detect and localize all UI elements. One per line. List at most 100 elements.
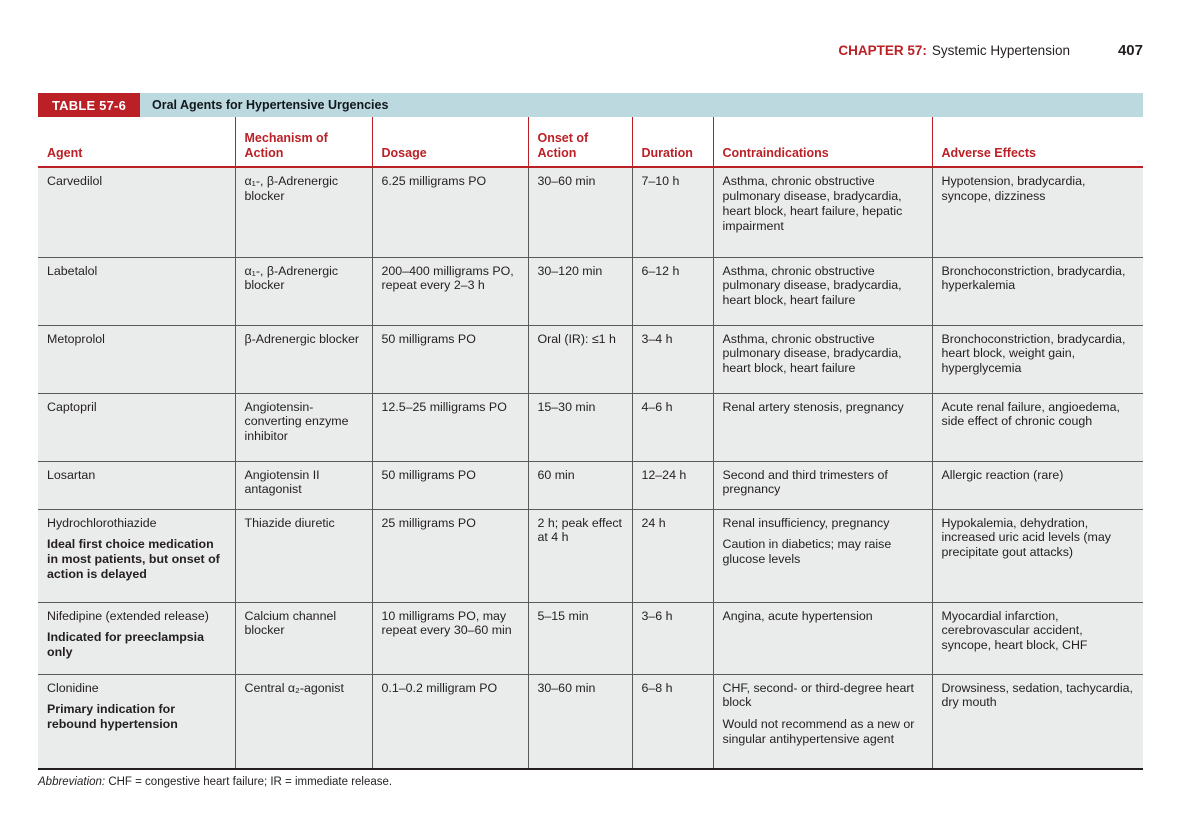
cell-onset: Oral (IR): ≤1 h (527, 324, 632, 393)
cell-adverse-effects: Myocardial infarction, cerebrovascular a… (931, 601, 1143, 674)
table-number-badge: TABLE 57-6 (38, 93, 140, 117)
cell-mechanism: α₁-, β-Adrenergic blocker (234, 167, 372, 257)
agent-name: Metoprolol (47, 331, 105, 346)
duration-text: 6–8 h (641, 680, 673, 695)
table-row: Clonidine Primary indication for rebound … (38, 673, 1143, 770)
column-header-contraindications: Contraindications (712, 117, 932, 168)
column-header-duration: Duration (631, 117, 713, 168)
cell-dosage: 10 milligrams PO, may repeat every 30–60… (371, 601, 528, 674)
adverse-effects-text: Bronchoconstriction, bradycardia, heart … (941, 331, 1126, 376)
adverse-effects-text: Acute renal failure, angioedema, side ef… (941, 399, 1120, 429)
cell-adverse-effects: Acute renal failure, angioedema, side ef… (931, 392, 1143, 461)
cell-contraindications: Second and third trimesters of pregnancy (712, 460, 932, 509)
mechanism-text: Thiazide diuretic (244, 515, 335, 530)
cell-contraindications: Angina, acute hypertension (712, 601, 932, 674)
dosage-text: 50 milligrams PO (381, 467, 476, 482)
contraindication-text: Asthma, chronic obstructive pulmonary di… (722, 331, 902, 376)
adverse-effects-text: Allergic reaction (rare) (941, 467, 1064, 482)
duration-text: 3–4 h (641, 331, 673, 346)
agent-name: Clonidine (47, 680, 99, 695)
cell-duration: 7–10 h (631, 167, 713, 257)
cell-duration: 3–6 h (631, 601, 713, 674)
cell-dosage: 25 milligrams PO (371, 508, 528, 602)
drug-table: Agent Mechanism of Action Dosage Onset of A… (38, 117, 1143, 770)
cell-adverse-effects: Bronchoconstriction, bradycardia, hyperk… (931, 256, 1143, 325)
cell-agent: Clonidine Primary indication for rebound … (38, 673, 235, 770)
agent-note: Indicated for preeclampsia only (47, 630, 205, 660)
mechanism-text: β-Adrenergic blocker (244, 331, 360, 346)
duration-text: 7–10 h (641, 174, 680, 188)
cell-adverse-effects: Allergic reaction (rare) (931, 460, 1143, 509)
cell-duration: 24 h (631, 508, 713, 602)
cell-onset: 15–30 min (527, 392, 632, 461)
mechanism-text: Angiotensin II antagonist (244, 467, 320, 497)
cell-agent: Carvedilol (38, 167, 235, 257)
cell-adverse-effects: Bronchoconstriction, bradycardia, heart … (931, 324, 1143, 393)
cell-agent: Metoprolol (38, 324, 235, 393)
cell-dosage: 200–400 milligrams PO, repeat every 2–3 … (371, 256, 528, 325)
table-header-row: Agent Mechanism of Action Dosage Onset of A… (38, 117, 1143, 168)
cell-duration: 4–6 h (631, 392, 713, 461)
cell-agent: Labetalol (38, 256, 235, 325)
onset-text: 5–15 min (537, 608, 589, 623)
cell-dosage: 6.25 milligrams PO (371, 167, 528, 257)
dosage-text: 12.5–25 milligrams PO (381, 399, 507, 414)
agent-note: Primary indication for rebound hypertens… (47, 702, 178, 732)
cell-agent: Losartan (38, 460, 235, 509)
agent-name: Labetalol (47, 263, 98, 278)
cell-contraindications: Asthma, chronic obstructive pulmonary di… (712, 167, 932, 257)
table-row: Nifedipine (extended release) Indicated f… (38, 601, 1143, 674)
duration-text: 6–12 h (641, 263, 680, 278)
cell-mechanism: α₁-, β-Adrenergic blocker (234, 256, 372, 325)
cell-adverse-effects: Hypokalemia, dehydration, increased uric… (931, 508, 1143, 602)
chapter-title: Systemic Hypertension (931, 43, 1070, 58)
cell-contraindications: Asthma, chronic obstructive pulmonary di… (712, 324, 932, 393)
table-row: Losartan Angiotensin II antagonist 50 mill… (38, 460, 1143, 509)
table-title-bar: TABLE 57-6 Oral Agents for Hypertensive … (38, 93, 1143, 117)
cell-onset: 2 h; peak effect at 4 h (527, 508, 632, 602)
cell-dosage: 50 milligrams PO (371, 460, 528, 509)
mechanism-text: Angiotensin-converting enzyme inhibitor (244, 399, 349, 444)
contraindication-text: CHF, second- or third-degree heart block (722, 680, 914, 710)
mechanism-text: α₁-, β-Adrenergic blocker (244, 174, 339, 203)
onset-text: 2 h; peak effect at 4 h (537, 515, 623, 545)
column-header-onset-of-action: Onset of Action (527, 117, 632, 168)
agent-name: Hydrochlorothiazide (47, 515, 157, 530)
contraindication-text: Renal insufficiency, pregnancy (722, 515, 890, 530)
cell-mechanism: β-Adrenergic blocker (234, 324, 372, 393)
cell-mechanism: Central α₂-agonist (234, 673, 372, 770)
cell-onset: 30–120 min (527, 256, 632, 325)
cell-agent: Captopril (38, 392, 235, 461)
table-footnote: Abbreviation: CHF = congestive heart fai… (38, 776, 1143, 788)
cell-dosage: 0.1–0.2 milligram PO (371, 673, 528, 770)
cell-agent: Nifedipine (extended release) Indicated f… (38, 601, 235, 674)
agent-note: Ideal first choice medication in most pa… (47, 537, 220, 582)
mechanism-text: α₁-, β-Adrenergic blocker (244, 263, 339, 293)
contraindication-text: Asthma, chronic obstructive pulmonary di… (722, 263, 902, 308)
cell-duration: 3–4 h (631, 324, 713, 393)
cell-dosage: 12.5–25 milligrams PO (371, 392, 528, 461)
cell-duration: 12–24 h (631, 460, 713, 509)
contraindication-text: Would not recommend as a new or singular… (722, 717, 915, 747)
onset-text: 30–60 min (537, 174, 596, 188)
cell-mechanism: Thiazide diuretic (234, 508, 372, 602)
cell-mechanism: Angiotensin II antagonist (234, 460, 372, 509)
agent-name: Carvedilol (47, 174, 103, 188)
dosage-text: 10 milligrams PO, may repeat every 30–60… (381, 608, 512, 638)
dosage-text: 50 milligrams PO (381, 331, 476, 346)
cell-contraindications: Asthma, chronic obstructive pulmonary di… (712, 256, 932, 325)
cell-adverse-effects: Drowsiness, sedation, tachycardia, dry m… (931, 673, 1143, 770)
duration-text: 12–24 h (641, 467, 687, 482)
cell-onset: 5–15 min (527, 601, 632, 674)
table-row: Metoprolol β-Adrenergic blocker 50 milligr… (38, 324, 1143, 393)
cell-duration: 6–8 h (631, 673, 713, 770)
table-title: Oral Agents for Hypertensive Urgencies (140, 93, 1143, 117)
table-body: Carvedilol α₁-, β-Adrenergic blocker 6.25 … (38, 167, 1143, 770)
duration-text: 4–6 h (641, 399, 673, 414)
cell-contraindications: Renal insufficiency, pregnancy Caution in… (712, 508, 932, 602)
contraindication-text: Caution in diabetics; may raise glucose … (722, 537, 892, 567)
onset-text: 60 min (537, 467, 575, 482)
footnote-text: CHF = congestive heart failure; IR = imm… (105, 776, 393, 788)
dosage-text: 0.1–0.2 milligram PO (381, 680, 498, 695)
